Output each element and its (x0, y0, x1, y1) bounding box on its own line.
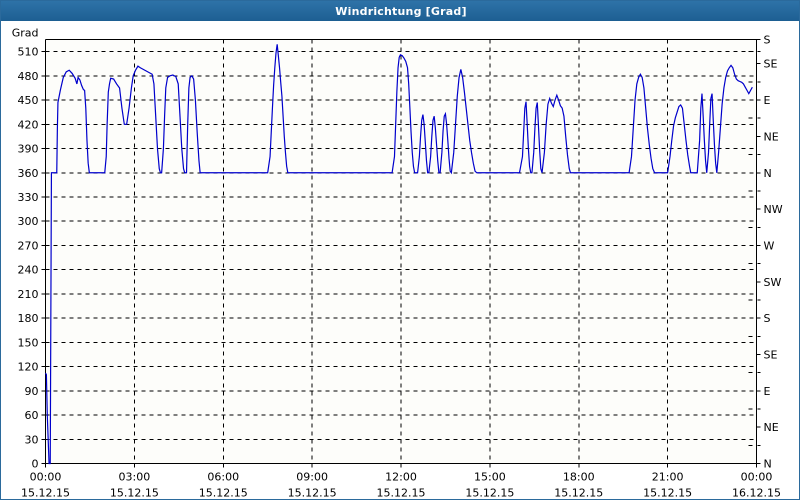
svg-text:S: S (764, 34, 771, 47)
svg-text:NE: NE (764, 421, 779, 434)
svg-text:SW: SW (764, 276, 782, 289)
svg-text:N: N (764, 458, 772, 471)
svg-text:420: 420 (18, 118, 39, 131)
svg-text:03:00: 03:00 (119, 471, 151, 484)
svg-text:15.12.15: 15.12.15 (377, 487, 426, 500)
svg-text:09:00: 09:00 (296, 471, 328, 484)
svg-text:00:00: 00:00 (741, 471, 773, 484)
chart-plot-container: 0 30 60 90 120 150 180 210 240 270 300 330 360 390 420… (1, 21, 799, 499)
svg-text:15.12.15: 15.12.15 (643, 487, 692, 500)
svg-text:480: 480 (18, 70, 39, 83)
x-axis-ticks: 00:00 15.12.15 03:00 15.12.15 06:00 15.12.15 0… (21, 463, 781, 500)
svg-text:30: 30 (25, 433, 39, 446)
y-axis-right-ticks: N NE E SE S SW W NW N NE E SE S (756, 34, 783, 471)
window-title: Windrichtung [Grad] (335, 4, 467, 18)
svg-text:15.12.15: 15.12.15 (21, 487, 70, 500)
svg-text:18:00: 18:00 (563, 471, 595, 484)
svg-text:S: S (764, 312, 771, 325)
svg-text:15.12.15: 15.12.15 (199, 487, 248, 500)
svg-text:15.12.15: 15.12.15 (465, 487, 514, 500)
svg-text:W: W (764, 239, 775, 252)
svg-text:450: 450 (18, 94, 39, 107)
svg-text:SE: SE (764, 58, 778, 71)
window-title-bar: Windrichtung [Grad] (1, 1, 799, 21)
svg-text:300: 300 (18, 215, 39, 228)
svg-text:15.12.15: 15.12.15 (288, 487, 337, 500)
svg-text:NW: NW (764, 203, 783, 216)
svg-text:120: 120 (18, 361, 39, 374)
y-axis-unit-label: Grad (12, 27, 39, 40)
svg-text:240: 240 (18, 264, 39, 277)
svg-text:E: E (764, 385, 771, 398)
svg-text:60: 60 (25, 409, 39, 422)
svg-text:SE: SE (764, 348, 778, 361)
svg-text:15.12.15: 15.12.15 (110, 487, 159, 500)
svg-text:270: 270 (18, 239, 39, 252)
plot-frame (45, 39, 757, 464)
svg-text:150: 150 (18, 336, 39, 349)
svg-text:12:00: 12:00 (385, 471, 417, 484)
series-line-0 (44, 44, 753, 465)
svg-text:06:00: 06:00 (207, 471, 239, 484)
svg-text:390: 390 (18, 143, 39, 156)
svg-text:N: N (764, 167, 772, 180)
svg-text:510: 510 (18, 46, 39, 59)
svg-text:0: 0 (32, 458, 39, 471)
svg-text:330: 330 (18, 191, 39, 204)
svg-text:360: 360 (18, 167, 39, 180)
svg-text:16.12.15: 16.12.15 (732, 487, 781, 500)
y-axis-left-ticks: 0 30 60 90 120 150 180 210 240 270 300 330 360 390 420… (18, 46, 46, 471)
svg-text:180: 180 (18, 312, 39, 325)
svg-text:210: 210 (18, 288, 39, 301)
svg-text:90: 90 (25, 385, 39, 398)
svg-text:15.12.15: 15.12.15 (554, 487, 603, 500)
grid-lines (45, 39, 757, 464)
svg-text:NE: NE (764, 130, 779, 143)
svg-text:15:00: 15:00 (474, 471, 506, 484)
svg-text:21:00: 21:00 (652, 471, 684, 484)
data-series-group (44, 44, 753, 465)
wind-direction-line-chart: 0 30 60 90 120 150 180 210 240 270 300 330 360 390 420… (12, 27, 783, 500)
svg-text:00:00: 00:00 (30, 471, 62, 484)
svg-text:E: E (764, 94, 771, 107)
